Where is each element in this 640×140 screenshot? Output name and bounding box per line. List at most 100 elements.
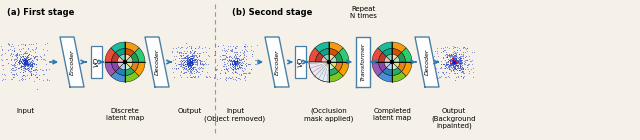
Point bbox=[180, 46, 191, 49]
Point bbox=[236, 54, 246, 57]
Point bbox=[449, 61, 459, 63]
Point bbox=[186, 57, 196, 60]
Point bbox=[452, 62, 463, 64]
Point bbox=[10, 73, 20, 75]
Point bbox=[433, 76, 443, 79]
Point bbox=[19, 65, 29, 67]
Point bbox=[462, 66, 472, 68]
Point bbox=[31, 46, 42, 48]
Wedge shape bbox=[319, 67, 329, 75]
Point bbox=[448, 61, 458, 64]
Point bbox=[444, 47, 454, 49]
Point bbox=[22, 63, 33, 66]
Point bbox=[230, 64, 241, 67]
Point bbox=[230, 71, 241, 73]
Point bbox=[230, 62, 241, 64]
Point bbox=[231, 60, 241, 62]
Point bbox=[188, 63, 198, 65]
Point bbox=[193, 55, 204, 57]
Point bbox=[26, 57, 36, 59]
Point bbox=[197, 70, 207, 72]
Point bbox=[10, 54, 20, 56]
Point bbox=[167, 50, 177, 52]
Point bbox=[188, 62, 198, 64]
Point bbox=[17, 60, 28, 62]
Point bbox=[440, 59, 450, 61]
Wedge shape bbox=[392, 62, 397, 70]
Point bbox=[39, 54, 49, 56]
Point bbox=[7, 73, 17, 76]
Point bbox=[12, 63, 22, 65]
Point bbox=[468, 67, 478, 69]
Point bbox=[464, 58, 474, 60]
Point bbox=[187, 59, 197, 61]
Point bbox=[445, 58, 456, 60]
Point bbox=[21, 61, 31, 63]
Point bbox=[186, 47, 196, 49]
Point bbox=[182, 46, 193, 48]
Point bbox=[25, 61, 35, 63]
Point bbox=[6, 43, 17, 45]
Point bbox=[14, 60, 24, 63]
Point bbox=[230, 46, 241, 49]
Point bbox=[447, 67, 458, 69]
Point bbox=[22, 67, 32, 69]
Point bbox=[6, 58, 16, 60]
Point bbox=[190, 50, 200, 52]
Point bbox=[193, 71, 203, 73]
Point bbox=[445, 60, 456, 62]
Point bbox=[449, 68, 460, 70]
Point bbox=[185, 64, 195, 66]
Point bbox=[448, 69, 458, 71]
Point bbox=[442, 61, 452, 63]
Point bbox=[458, 55, 468, 57]
Point bbox=[189, 66, 200, 68]
Point bbox=[0, 73, 7, 75]
Point bbox=[19, 57, 29, 60]
Point bbox=[448, 47, 458, 49]
Point bbox=[177, 60, 187, 62]
Wedge shape bbox=[111, 52, 120, 62]
Point bbox=[448, 69, 458, 72]
Wedge shape bbox=[378, 72, 392, 82]
Point bbox=[184, 61, 194, 64]
Point bbox=[180, 63, 191, 65]
Point bbox=[237, 72, 248, 74]
Point bbox=[454, 65, 465, 67]
Point bbox=[449, 50, 460, 52]
Point bbox=[221, 79, 231, 81]
Point bbox=[449, 61, 460, 64]
Point bbox=[193, 47, 204, 49]
Point bbox=[228, 61, 239, 63]
Point bbox=[19, 59, 29, 61]
Point bbox=[190, 47, 200, 49]
Point bbox=[450, 61, 460, 64]
Point bbox=[179, 72, 189, 74]
Point bbox=[4, 54, 15, 56]
Point bbox=[191, 56, 202, 58]
Wedge shape bbox=[125, 62, 131, 70]
Point bbox=[218, 54, 228, 56]
Point bbox=[180, 65, 191, 67]
Wedge shape bbox=[111, 42, 125, 52]
Point bbox=[182, 57, 192, 60]
Point bbox=[9, 50, 19, 52]
Point bbox=[236, 66, 246, 68]
Point bbox=[451, 60, 461, 63]
Point bbox=[38, 58, 48, 60]
Point bbox=[192, 60, 202, 62]
Point bbox=[175, 65, 186, 67]
Point bbox=[458, 68, 468, 70]
Point bbox=[229, 58, 239, 60]
Bar bbox=[294, 46, 305, 78]
Point bbox=[0, 45, 6, 47]
Point bbox=[449, 72, 459, 74]
Point bbox=[8, 64, 19, 66]
Point bbox=[16, 53, 26, 55]
Point bbox=[20, 61, 30, 63]
Point bbox=[435, 47, 445, 49]
Wedge shape bbox=[125, 49, 134, 56]
Point bbox=[20, 61, 30, 63]
Point bbox=[181, 60, 191, 62]
Point bbox=[17, 60, 27, 62]
